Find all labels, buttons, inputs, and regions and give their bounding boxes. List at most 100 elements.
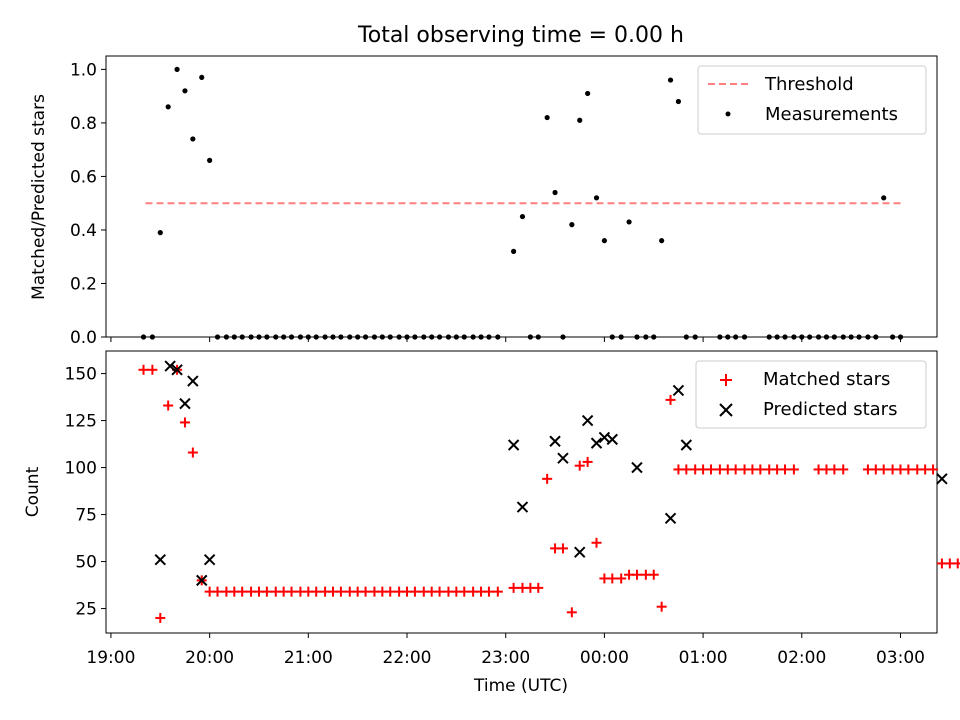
matched-star-point: [656, 601, 667, 612]
predicted-star-point: [936, 473, 948, 485]
measurement-point: [725, 334, 731, 340]
predicted-star-point: [171, 364, 183, 376]
matched-star-point: [533, 582, 544, 593]
measurement-point: [371, 334, 378, 340]
measurement-point: [182, 88, 188, 94]
measurement-point: [495, 334, 501, 340]
predicted-star-point: [590, 437, 603, 449]
matched-star-point: [237, 586, 248, 597]
counts-y-tick-label: 75: [75, 506, 97, 526]
predicted-star-stroke-b: [557, 452, 569, 464]
predicted-star-point: [680, 439, 693, 451]
predicted-star-stroke-b: [187, 375, 199, 387]
counts-marks: [138, 360, 960, 623]
measurement-point: [634, 334, 640, 340]
matched-star-point: [582, 456, 593, 467]
measurement-point: [207, 157, 213, 163]
measurement-point: [313, 334, 319, 340]
predicted-star-stroke-b: [203, 553, 216, 566]
measurement-point: [288, 334, 295, 340]
matched-star-point: [838, 464, 849, 475]
measurement-point: [626, 219, 632, 225]
matched-star-point: [286, 586, 297, 597]
counts-y-tick-label: 50: [75, 553, 97, 573]
measurement-point: [535, 334, 541, 340]
matched-star-point: [616, 573, 627, 584]
predicted-star-stroke-b: [936, 473, 948, 485]
ratio-plot-frame: [105, 55, 938, 338]
predicted-star-point: [203, 553, 216, 566]
matched-star-point: [508, 582, 519, 593]
legend-predicted-label: Predicted stars: [763, 399, 897, 420]
matched-star-point: [648, 569, 659, 580]
measurement-point: [157, 230, 163, 236]
predicted-star-stroke-b: [606, 433, 619, 446]
measurement-point: [190, 136, 196, 142]
measurement-point: [330, 334, 336, 340]
legend-predicted-swatch: [719, 403, 733, 417]
measurement-point: [527, 334, 533, 340]
predicted-star-point: [557, 452, 569, 464]
measurement-point: [519, 213, 526, 220]
measurement-point: [651, 334, 657, 340]
ratio-y-axis-label: Matched/Predicted stars: [29, 94, 49, 300]
measurement-point: [338, 334, 344, 340]
counts-legend-box: [695, 360, 927, 429]
matched-star-point: [335, 586, 346, 597]
predicted-star-point: [549, 435, 561, 447]
predicted-star-stroke-b: [672, 384, 685, 397]
counts-axis-ticks: 19:00 20:00 21:00 22:00 23:00 00:00 01:00 02:00…: [65, 365, 925, 668]
measurement-point: [436, 334, 443, 340]
counts-y-tick-label: 125: [65, 412, 97, 432]
measurement-point: [585, 90, 591, 97]
matched-star-point: [385, 586, 396, 597]
measurement-point: [840, 334, 846, 340]
measurement-point: [601, 238, 608, 244]
predicted-star-stroke-b: [507, 439, 520, 451]
measurement-point: [618, 334, 624, 340]
ratio-y-tick-label: 0.6: [70, 167, 97, 187]
measurement-point: [305, 334, 311, 340]
measurement-point: [881, 195, 887, 201]
measurement-point: [231, 334, 237, 340]
predicted-star-stroke-b: [581, 414, 594, 427]
predicted-star-stroke-b: [164, 360, 176, 372]
matched-star-point: [591, 537, 602, 548]
matched-star-point: [705, 464, 716, 475]
ratio-panel: 0.0 0.2 0.4 0.6 0.8 1.0 Matched/Predicted sta…: [29, 55, 938, 348]
measurement-point: [889, 334, 896, 340]
ratio-y-tick-label: 0.8: [70, 114, 97, 134]
predicted-star-point: [187, 375, 199, 387]
counts-y-tick-label: 100: [65, 459, 97, 479]
counts-y-tick-label: 25: [75, 600, 97, 620]
x-tick-label: 19:00: [86, 648, 135, 668]
ratio-legend: Threshold Measurements: [697, 65, 927, 135]
measurement-point: [347, 334, 353, 340]
matched-star-point: [492, 586, 503, 597]
measurement-point: [214, 334, 221, 340]
measurement-point: [733, 334, 739, 340]
matched-star-point: [311, 586, 322, 597]
measurement-point: [470, 334, 476, 340]
counts-y-axis-label: Count: [23, 466, 43, 517]
x-tick-label: 03:00: [876, 648, 925, 668]
matched-star-point: [557, 543, 568, 554]
matched-star-point: [903, 464, 914, 475]
x-tick-label: 22:00: [383, 648, 432, 668]
matched-star-point: [631, 569, 642, 580]
measurement-point: [577, 117, 583, 123]
predicted-star-point: [631, 461, 643, 474]
predicted-star-point: [507, 439, 520, 451]
matched-star-point: [566, 607, 577, 618]
measurement-point: [791, 334, 797, 340]
ratio-legend-box: [697, 65, 927, 135]
matched-star-point: [409, 586, 420, 597]
chart-title: Total observing time = 0.00 h: [357, 23, 684, 48]
matched-star-point: [360, 586, 371, 597]
measurement-point: [429, 334, 435, 340]
counts-panel: 19:00 20:00 21:00 22:00 23:00 00:00 01:00 02:00…: [23, 350, 960, 696]
matched-star-point: [878, 464, 889, 475]
measurement-point: [412, 334, 418, 340]
measurement-point: [486, 334, 492, 340]
